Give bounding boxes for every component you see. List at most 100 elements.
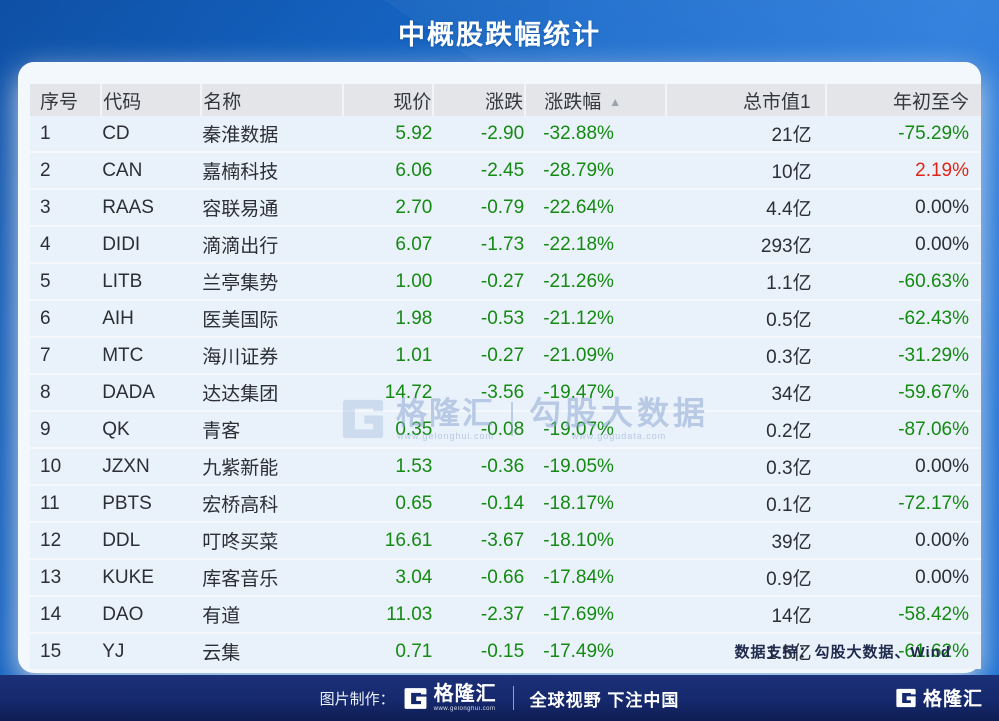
cell-cap: 0.2亿 (666, 411, 826, 449)
cell-ytd: 0.00% (825, 559, 981, 597)
column-header-cap: 总市值1 (666, 84, 827, 116)
cell-cap: 21亿 (666, 116, 826, 153)
table-body: 1 CD 秦淮数据 5.92 -2.90 -32.88% 21亿 -75.29% 2 CAN 嘉楠科… (30, 116, 981, 669)
cell-code: CD (101, 116, 202, 153)
cell-ytd: 2.19% (825, 152, 981, 190)
column-header-price: 现价 (342, 84, 435, 116)
cell-ytd: -60.63% (825, 263, 981, 301)
cell-cap: 4.4亿 (666, 189, 826, 227)
cell-ytd: -72.17% (825, 485, 981, 523)
cell-pct: -21.12% (525, 300, 667, 338)
cell-cap: 0.5亿 (666, 300, 826, 338)
cell-code: YJ (101, 633, 202, 669)
cell-cap: 14亿 (666, 596, 826, 634)
cell-price: 2.70 (342, 189, 434, 227)
cell-chg: -0.08 (433, 411, 526, 449)
cell-chg: -0.79 (433, 189, 526, 227)
cell-name: 九紫新能 (201, 448, 343, 486)
brand-url: www.gelonghui.com (433, 706, 496, 712)
cell-cap: 0.9亿 (666, 559, 826, 597)
cell-code: DADA (101, 374, 202, 412)
cell-cap: 39亿 (666, 522, 826, 560)
cell-code: DIDI (101, 226, 202, 264)
sort-asc-icon: ▲ (609, 94, 622, 109)
table-row: 14 DAO 有道 11.03 -2.37 -17.69% 14亿 -58.42% (30, 596, 981, 634)
column-header-name: 名称 (201, 84, 344, 116)
table-row: 1 CD 秦淮数据 5.92 -2.90 -32.88% 21亿 -75.29% (30, 116, 981, 153)
cell-no: 15 (30, 633, 102, 669)
cell-name: 达达集团 (201, 374, 343, 412)
cell-code: DDL (101, 522, 202, 560)
cell-name: 滴滴出行 (201, 226, 343, 264)
cell-no: 10 (30, 448, 102, 486)
bottom-bar-divider (512, 686, 514, 710)
cell-no: 9 (30, 411, 102, 449)
stocks-table: 序号 代码 名称 现价 涨跌 涨跌幅 ▲ 总市值1 年初至今 1 CD 秦淮数据 5.92 -2.90-… (30, 84, 981, 669)
table-row: 9 QK 青客 0.35 -0.08 -19.07% 0.2亿 -87.06% (30, 411, 981, 449)
cell-code: KUKE (101, 559, 202, 597)
page-title: 中概股跌幅统计 (398, 20, 601, 50)
cell-chg: -0.14 (433, 485, 526, 523)
cell-no: 2 (30, 152, 102, 190)
cell-ytd: 0.00% (825, 226, 981, 264)
cell-name: 容联易通 (201, 189, 343, 227)
cell-cap: 0.1亿 (666, 485, 826, 523)
cell-code: RAAS (101, 189, 202, 227)
gelonghui-logo: 格隆汇 www.gelonghui.com (403, 684, 497, 712)
cell-pct: -32.88% (525, 116, 667, 153)
cell-code: QK (101, 411, 202, 449)
cell-ytd: -75.29% (825, 116, 981, 153)
corner-logo: 格隆汇 (895, 684, 983, 711)
cell-chg: -0.15 (433, 633, 526, 669)
table-row: 7 MTC 海川证券 1.01 -0.27 -21.09% 0.3亿 -31.29% (30, 337, 981, 375)
cell-no: 5 (30, 263, 102, 301)
cell-ytd: -58.42% (825, 596, 981, 634)
cell-chg: -0.66 (433, 559, 526, 597)
cell-cap: 0.3亿 (666, 448, 826, 486)
cell-name: 宏桥高科 (201, 485, 343, 523)
cell-pct: -28.79% (525, 152, 667, 190)
gelonghui-logo-icon (404, 687, 427, 709)
cell-ytd: -62.43% (825, 300, 981, 338)
cell-price: 1.98 (342, 300, 434, 338)
table-row: 8 DADA 达达集团 14.72 -3.56 -19.47% 34亿 -59.67% (30, 374, 981, 412)
cell-pct: -19.05% (525, 448, 667, 486)
cell-chg: -0.27 (433, 263, 526, 301)
cell-name: 有道 (201, 596, 343, 634)
cell-code: MTC (101, 337, 202, 375)
table-row: 15 YJ 云集 0.71 -0.15 -17.49% 1.5亿 -61.62% (30, 633, 981, 669)
cell-price: 0.71 (342, 633, 434, 669)
cell-pct: -22.64% (525, 189, 667, 227)
cell-pct: -17.69% (525, 596, 667, 634)
cell-chg: -0.36 (433, 448, 526, 486)
cell-chg: -2.45 (433, 152, 526, 190)
cell-code: DAO (101, 596, 202, 634)
table-header-row: 序号 代码 名称 现价 涨跌 涨跌幅 ▲ 总市值1 年初至今 (30, 84, 981, 116)
cell-code: JZXN (101, 448, 202, 486)
cell-ytd: 0.00% (825, 448, 981, 486)
cell-name: 医美国际 (201, 300, 343, 338)
cell-price: 0.65 (342, 485, 434, 523)
brand-name: 格隆汇 (433, 683, 497, 705)
cell-ytd: -31.29% (825, 337, 981, 375)
cell-price: 1.01 (342, 337, 434, 375)
cell-no: 6 (30, 300, 102, 338)
cell-price: 16.61 (342, 522, 434, 560)
cell-name: 库客音乐 (201, 559, 343, 597)
cell-pct: -21.09% (525, 337, 667, 375)
cell-pct: -18.17% (525, 485, 667, 523)
cell-name: 海川证券 (201, 337, 343, 375)
cell-code: CAN (101, 152, 202, 190)
bottom-bar-center: 图片制作： 格隆汇 www.gelonghui.com 全球视野 下注中国 (320, 684, 680, 712)
cell-pct: -22.18% (525, 226, 667, 264)
gelonghui-logo-icon (896, 688, 916, 707)
cell-pct: -17.49% (525, 633, 667, 669)
stocks-table-container: 序号 代码 名称 现价 涨跌 涨跌幅 ▲ 总市值1 年初至今 1 CD 秦淮数据 5.92 -2.90-… (30, 84, 981, 669)
cell-chg: -0.53 (433, 300, 526, 338)
cell-name: 叮咚买菜 (201, 522, 343, 560)
column-header-pct[interactable]: 涨跌幅 ▲ (525, 84, 668, 116)
cell-ytd: -61.62% (825, 633, 981, 669)
cell-no: 4 (30, 226, 102, 264)
cell-pct: -19.07% (525, 411, 667, 449)
